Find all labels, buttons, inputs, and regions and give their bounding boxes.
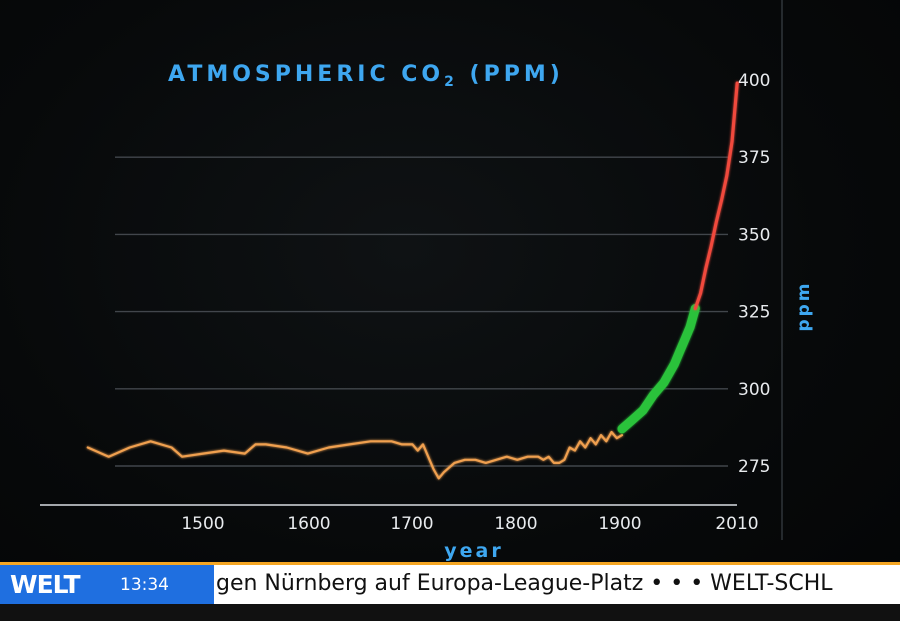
gridlines [115,156,728,467]
y-tick-label: 325 [738,303,770,323]
y-tick-label: 275 [738,457,770,477]
y-tick-label: 350 [738,225,770,245]
screen-bottom-edge [0,604,900,621]
channel-logo: WELT [10,570,80,599]
y-tick-label: 300 [738,380,770,400]
series-line-3 [693,81,739,311]
chart-title-subscript: 2 [444,74,458,90]
y-tick-label: 375 [738,148,770,168]
ticker-headline: gen Nürnberg auf Europa-League-Platz • •… [216,571,833,596]
channel-logo-box: WELT 13:34 [0,565,214,604]
x-tick-label: 2010 [715,514,758,534]
x-tick-labels: 1500 1600 1700 1800 1900 2010 [181,514,758,534]
news-ticker: WELT 13:34 gen Nürnberg auf Europa-Leagu… [0,562,900,604]
x-tick-label: 1500 [181,514,224,534]
x-tick-label: 1600 [287,514,330,534]
x-tick-label: 1900 [598,514,641,534]
series-line-2 [617,304,700,434]
chart-title-suffix: (PPM) [458,62,564,87]
y-tick-label: 400 [738,71,770,91]
chart-title: ATMOSPHERIC CO2 (PPM) [168,62,564,90]
series-line-1 [86,430,624,480]
x-tick-label: 1700 [390,514,433,534]
y-tick-labels: 275 300 325 350 375 400 [738,71,770,477]
chart-title-main: ATMOSPHERIC CO [168,62,444,87]
broadcast-time: 13:34 [120,575,169,595]
x-axis-label: year [444,540,503,562]
ticker-headline-box: gen Nürnberg auf Europa-League-Platz • •… [214,565,900,604]
y-axis-label: ppm [794,280,814,331]
data-series [86,81,739,480]
x-tick-label: 1800 [494,514,537,534]
axes [40,0,783,540]
